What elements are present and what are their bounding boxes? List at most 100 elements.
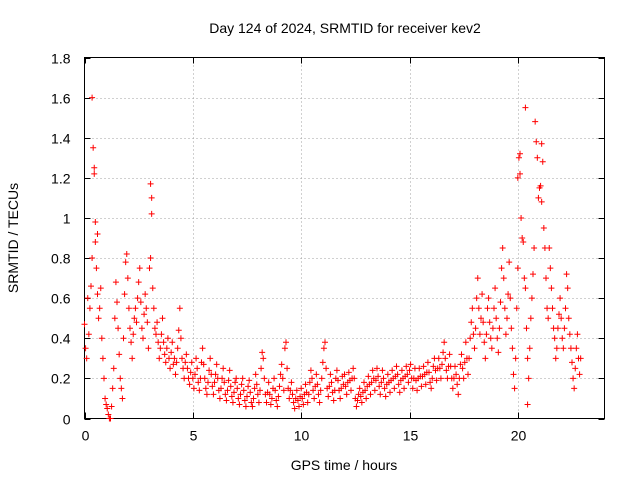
data-point [277,371,284,378]
data-point [160,339,167,346]
data-point [543,275,549,282]
data-point [199,345,206,352]
data-point [471,345,478,352]
y-axis-title: SRMTID / TECUs [5,183,21,293]
data-point [147,180,154,187]
data-point [155,339,162,346]
data-point [554,325,561,332]
data-point [163,345,170,352]
data-point [90,144,97,151]
data-point [523,325,530,332]
data-point [319,359,326,366]
data-point [250,395,257,402]
data-point [368,379,375,386]
data-point [148,210,155,217]
data-point [239,375,246,382]
data-point [570,375,577,382]
data-point [558,315,565,322]
data-point [162,359,169,366]
data-point [534,154,541,161]
data-point [218,385,224,392]
data-point [288,379,295,386]
x-tick-label: 15 [403,428,419,444]
data-point [129,355,136,362]
y-tick-label: 0.2 [51,371,71,387]
data-point [304,399,311,406]
data-point [512,355,519,362]
data-point [449,385,456,392]
data-point [354,397,361,404]
data-point [382,393,389,400]
data-point [396,389,403,396]
data-point [102,395,109,402]
data-point [174,345,181,352]
data-point [81,321,88,328]
data-point [240,387,247,394]
data-point [101,375,107,382]
data-point [458,351,465,358]
data-point [201,375,208,382]
data-point [255,399,262,406]
data-point [183,351,190,358]
data-point [462,339,469,346]
data-point [572,365,579,372]
data-point [473,295,480,302]
data-point [306,379,313,386]
data-point [141,311,148,318]
data-point [414,387,421,394]
data-point [489,325,496,332]
data-point [179,355,185,362]
data-point [225,377,232,384]
data-point [251,385,258,392]
data-point [398,367,405,374]
data-point [89,94,96,101]
data-point [389,367,396,374]
data-point [502,331,509,338]
data-point [117,375,124,382]
chart-title: Day 124 of 2024, SRMTID for receiver kev… [209,20,481,36]
data-point [504,315,510,322]
data-point [518,214,525,221]
data-point [533,138,540,145]
data-point [186,381,193,388]
data-point [265,379,272,386]
data-point [241,397,248,404]
data-point [108,403,115,410]
data-point [507,295,514,302]
data-point [422,381,429,388]
data-point [196,387,203,394]
data-point [325,393,332,400]
data-point [167,365,174,372]
data-point [299,395,306,402]
data-point [91,164,98,171]
data-point [358,399,365,406]
data-point [266,391,273,398]
data-point [260,355,267,362]
data-point [281,345,288,352]
data-point [116,351,123,358]
data-point [391,385,398,392]
data-point [544,305,551,312]
data-point [235,395,242,402]
data-point [353,403,360,410]
data-point [497,299,504,306]
data-point [566,331,573,338]
data-point [236,401,243,408]
data-point [403,363,410,370]
data-point [286,395,293,402]
data-point [341,371,348,378]
data-point [258,365,265,372]
data-point [84,295,91,302]
data-point [271,375,278,382]
data-point [527,315,534,322]
data-point [409,385,416,392]
data-point [482,355,489,362]
data-point [535,194,542,201]
data-point [290,399,297,406]
data-point [287,387,294,394]
data-point [222,391,229,398]
data-point [338,385,345,392]
data-point [367,391,374,398]
data-point [115,325,122,332]
data-point [97,285,104,292]
